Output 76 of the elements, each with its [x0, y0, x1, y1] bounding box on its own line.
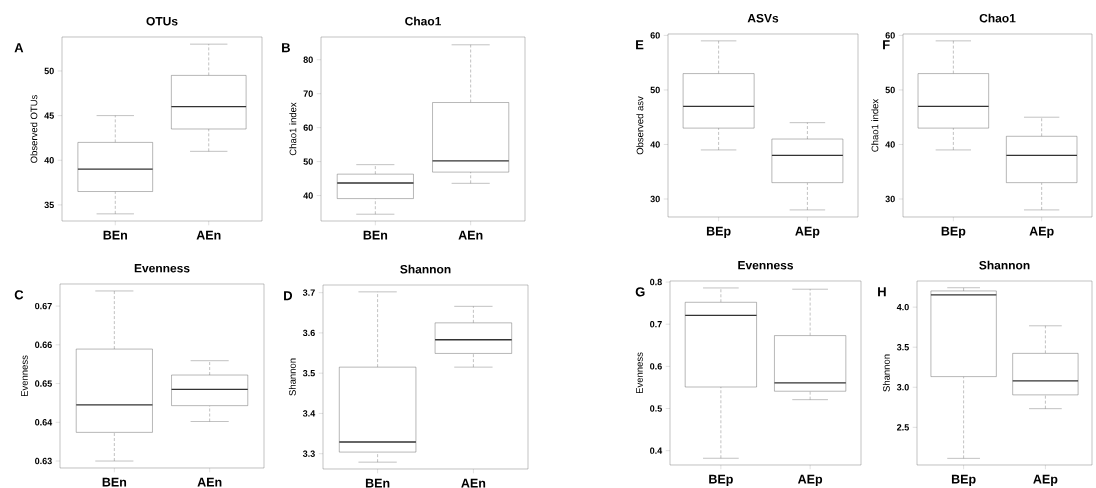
y-tick-label: 3.5 [302, 369, 315, 377]
y-tick-label: 40 [44, 157, 54, 164]
y-axis-title: Chao1 index [871, 98, 879, 152]
y-tick-label: 30 [650, 195, 660, 203]
y-tick-label: 3.6 [302, 329, 315, 337]
x-tick-label: BEp [709, 474, 733, 486]
y-tick-label: 40 [885, 141, 895, 148]
y-axis-title: Observed OTUs [30, 95, 38, 163]
text: C [14, 290, 24, 300]
y-tick-label: 3.4 [302, 410, 316, 417]
text: D [284, 291, 293, 301]
x-tick-label: AEp [797, 474, 823, 486]
chart-title: Evenness [134, 264, 190, 273]
y-tick-label: 0.63 [35, 457, 52, 465]
x-tick-label: AEp [795, 226, 820, 238]
chart-title: ASVs [747, 13, 779, 23]
x-tick-label: AEn [196, 230, 221, 240]
y-tick-label: 60 [650, 32, 660, 39]
x-tick-label: AEn [461, 478, 486, 488]
x-tick-label: AEp [1029, 226, 1054, 238]
y-tick-label: 4.0 [896, 303, 909, 311]
y-tick-label: 30 [885, 195, 895, 203]
x-tick-label: BEn [103, 230, 127, 240]
y-tick-label: 0.4 [650, 447, 663, 454]
y-tick-label: 60 [885, 32, 895, 39]
x-tick-label: BEp [706, 226, 731, 238]
chart-title: Evenness [738, 261, 794, 270]
y-tick-label: 0.5 [650, 405, 662, 412]
y-tick-label: 2.5 [897, 424, 909, 431]
y-tick-label: 0.64 [35, 419, 53, 426]
y-tick-label: 60 [303, 124, 313, 131]
chart-title: OTUs [146, 16, 178, 26]
y-tick-label: 0.7 [650, 321, 662, 328]
y-tick-label: 0.8 [650, 278, 662, 286]
chart-title: Chao1 [405, 16, 441, 26]
text: G [635, 287, 645, 297]
y-tick-label: 50 [885, 86, 895, 94]
y-tick-label: 50 [44, 67, 54, 75]
x-tick-label: BEp [951, 474, 976, 486]
x-tick-label: BEn [363, 230, 388, 240]
x-tick-label: BEn [102, 477, 127, 487]
y-axis-title: Chao1 index [289, 102, 297, 156]
y-tick-label: 80 [303, 56, 313, 63]
y-tick-label: 0.65 [35, 380, 52, 387]
y-tick-label: 3.5 [896, 344, 909, 351]
text: B [282, 43, 290, 53]
text: E [636, 40, 644, 50]
y-tick-label: 0.6 [650, 363, 662, 370]
x-tick-label: BEn [365, 478, 390, 488]
y-tick-label: 45 [44, 112, 54, 119]
y-tick-label: 35 [44, 201, 54, 209]
y-axis-title: Shannon [288, 358, 296, 396]
x-tick-label: AEn [197, 477, 222, 487]
x-tick-label: AEp [1033, 474, 1058, 486]
y-tick-label: 40 [303, 192, 313, 199]
text: A [14, 43, 24, 53]
x-tick-label: AEn [458, 230, 483, 240]
y-tick-label: 3.7 [302, 289, 315, 296]
y-axis-title: Observed asv [636, 96, 644, 155]
y-axis-title: Shannon [882, 354, 890, 392]
y-tick-label: 0.66 [35, 341, 52, 349]
y-tick-label: 50 [650, 86, 660, 94]
y-tick-label: 3.3 [302, 450, 315, 457]
x-tick-label: BEp [941, 226, 966, 238]
y-axis-title: Evenness [21, 355, 28, 397]
chart-title: Shannon [400, 264, 451, 274]
y-tick-label: 50 [303, 158, 313, 165]
text: F [883, 40, 890, 50]
y-tick-label: 70 [303, 90, 313, 97]
text: H [878, 287, 886, 297]
y-axis-title: Evenness [636, 352, 643, 394]
chart-title: Chao1 [979, 13, 1016, 23]
y-tick-label: 3.0 [896, 384, 909, 391]
y-tick-label: 0.67 [35, 302, 52, 310]
chart-title: Shannon [979, 260, 1030, 270]
y-tick-label: 40 [650, 141, 660, 148]
